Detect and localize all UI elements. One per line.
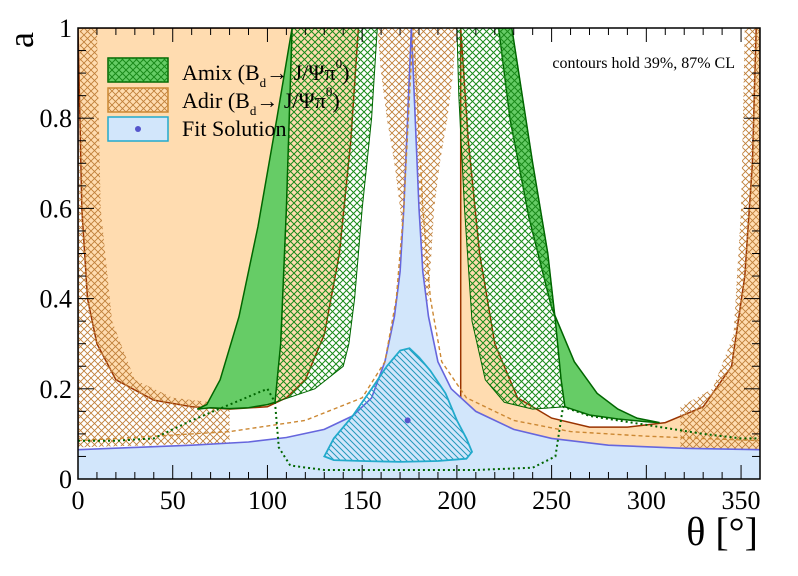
amix-39-dotted-contour	[78, 387, 760, 471]
legend: Amix (Bd→ J/Ψπ0) Adir (Bd→ J/Ψπ0) Fit So…	[107, 56, 349, 142]
y-tick-label: 0	[59, 465, 72, 494]
x-axis-label: θ [°]	[686, 509, 758, 554]
amix-39-band-right	[456, 28, 566, 410]
fit-39-region	[323, 347, 474, 463]
x-tick-label: 50	[160, 486, 186, 515]
cl-annotation: contours hold 39%, 87% CL	[552, 55, 735, 72]
x-tick-label: 0	[72, 486, 85, 515]
adir-39-band-left	[78, 28, 230, 448]
legend-label-fit: Fit Solution	[182, 116, 287, 141]
plot-area	[78, 28, 760, 479]
legend-entry-amix: Amix (Bd→ J/Ψπ0)	[107, 56, 349, 90]
y-tick-label: 0.6	[40, 194, 73, 223]
x-tick-label: 100	[248, 486, 287, 515]
y-tick-label: 0.8	[40, 104, 73, 133]
legend-entry-adir: Adir (Bd→ J/Ψπ0)	[107, 84, 340, 118]
legend-label-adir: Adir (Bd→ J/Ψπ0)	[182, 84, 340, 118]
y-tick-label: 0.2	[40, 375, 73, 404]
fit-87-boundary	[78, 28, 760, 451]
legend-swatch-fit	[107, 116, 169, 142]
fit-point	[404, 417, 411, 424]
y-axis: 0 0.2 0.4 0.6 0.8 1	[40, 14, 760, 494]
fit-87-region	[78, 28, 760, 479]
y-tick-label: 1	[59, 14, 72, 43]
x-tick-label: 200	[437, 486, 476, 515]
legend-entry-fit: Fit Solution	[107, 116, 287, 142]
y-tick-label: 0.4	[40, 285, 73, 314]
adir-39-band-right	[680, 28, 760, 452]
x-tick-label: 300	[627, 486, 666, 515]
y-axis-label: a	[1, 32, 41, 48]
amix-39-band-left	[274, 28, 378, 404]
x-tick-label: 150	[343, 486, 382, 515]
legend-label-amix: Amix (Bd→ J/Ψπ0)	[182, 56, 349, 90]
x-tick-label: 250	[532, 486, 571, 515]
x-tick-label: 350	[722, 486, 761, 515]
x-axis: 0 50 100 150 200 250 300 350	[72, 28, 761, 515]
